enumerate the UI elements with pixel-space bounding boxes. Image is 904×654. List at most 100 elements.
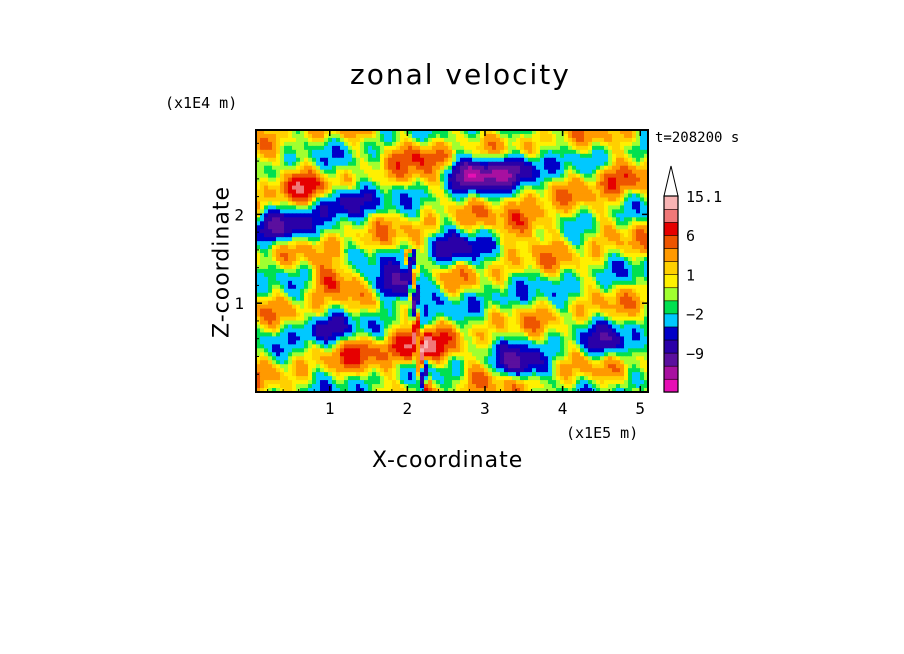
field-cell (536, 268, 541, 274)
field-cell (300, 300, 305, 306)
field-cell (628, 193, 633, 199)
field-cell (380, 145, 385, 151)
field-cell (328, 264, 333, 270)
field-cell (392, 268, 397, 274)
field-cell (284, 268, 289, 274)
field-cell (400, 328, 405, 334)
field-cell (428, 229, 433, 234)
field-cell (636, 296, 641, 302)
field-cell (388, 316, 393, 322)
field-cell (628, 288, 633, 294)
field-cell (260, 130, 265, 135)
field-cell (336, 141, 341, 147)
field-cell (432, 292, 437, 298)
field-cell (396, 205, 401, 210)
field-cell (312, 157, 317, 163)
field-cell (424, 276, 429, 282)
field-cell (320, 328, 325, 334)
field-cell (324, 173, 329, 179)
field-cell (372, 229, 377, 234)
field-cell (428, 145, 433, 151)
field-cell (300, 233, 305, 238)
field-cell (292, 296, 297, 302)
field-cell (264, 264, 269, 270)
field-cell (336, 257, 341, 262)
field-cell (264, 193, 269, 199)
field-cell (528, 205, 533, 210)
field-cell (412, 276, 417, 282)
field-cell (552, 181, 557, 187)
field-cell (296, 304, 301, 310)
field-cell (452, 189, 457, 195)
field-cell (624, 133, 629, 139)
field-cell (296, 320, 301, 326)
field-cell (444, 197, 449, 203)
field-cell (436, 300, 441, 306)
field-cell (360, 189, 365, 195)
field-cell (348, 237, 353, 242)
field-cell (316, 217, 321, 222)
field-cell (576, 133, 581, 139)
field-cell (368, 284, 373, 290)
field-cell (328, 181, 333, 187)
field-cell (432, 316, 437, 322)
field-cell (300, 145, 305, 151)
field-cell (380, 181, 385, 187)
field-cell (340, 141, 345, 147)
field-cell (272, 130, 277, 135)
field-cell (300, 280, 305, 286)
field-cell (548, 288, 553, 294)
field-cell (484, 193, 489, 199)
field-cell (324, 300, 329, 306)
field-cell (448, 268, 453, 274)
field-cell (600, 137, 605, 143)
field-cell (520, 320, 525, 326)
field-cell (408, 320, 413, 326)
field-cell (532, 237, 537, 242)
field-cell (436, 130, 441, 135)
field-cell (528, 181, 533, 187)
field-cell (512, 221, 517, 226)
field-cell (508, 264, 513, 270)
field-cell (444, 217, 449, 222)
field-cell (552, 249, 557, 254)
field-cell (404, 280, 409, 286)
field-cell (348, 276, 353, 282)
field-cell (584, 225, 589, 230)
field-cell (460, 229, 465, 234)
field-cell (268, 308, 273, 314)
field-cell (264, 161, 269, 167)
field-cell (596, 137, 601, 143)
field-cell (504, 133, 509, 139)
field-cell (404, 197, 409, 203)
field-cell (328, 249, 333, 254)
field-cell (548, 130, 553, 135)
field-cell (444, 229, 449, 234)
field-cell (308, 304, 313, 310)
field-cell (572, 189, 577, 195)
field-cell (444, 288, 449, 294)
field-cell (632, 284, 637, 290)
field-cell (632, 137, 637, 143)
field-cell (480, 253, 485, 258)
field-cell (620, 300, 625, 306)
field-cell (440, 181, 445, 187)
field-cell (292, 130, 297, 135)
field-cell (636, 308, 641, 314)
field-cell (420, 185, 425, 191)
field-cell (396, 161, 401, 167)
field-cell (468, 141, 473, 147)
field-cell (380, 261, 385, 266)
field-cell (428, 304, 433, 310)
field-cell (604, 245, 609, 250)
field-cell (588, 241, 593, 246)
field-cell (484, 221, 489, 226)
field-cell (292, 181, 297, 187)
field-cell (260, 288, 265, 294)
field-cell (608, 165, 613, 171)
field-cell (308, 161, 313, 167)
field-cell (612, 153, 617, 159)
field-cell (484, 288, 489, 294)
field-cell (616, 130, 621, 135)
field-cell (436, 257, 441, 262)
